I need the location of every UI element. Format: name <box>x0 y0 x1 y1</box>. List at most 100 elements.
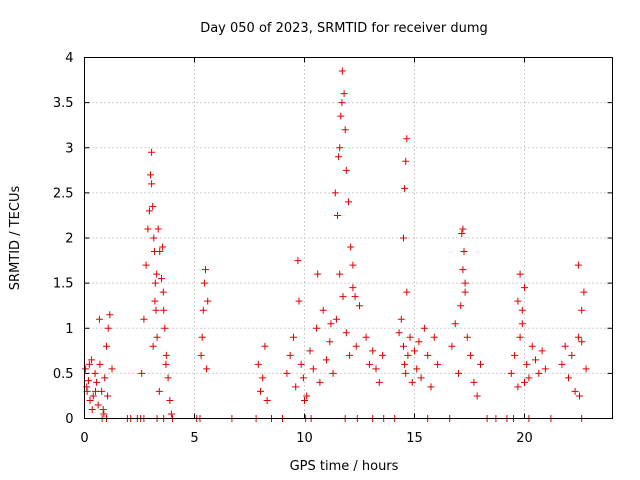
data-point <box>580 288 588 296</box>
data-point <box>448 342 456 350</box>
x-tick-label: 15 <box>406 431 423 446</box>
data-point <box>93 378 101 386</box>
data-point <box>402 157 410 165</box>
data-point <box>160 306 168 314</box>
data-point <box>427 383 435 391</box>
x-tick-label: 5 <box>190 431 198 446</box>
data-point <box>149 202 157 210</box>
data-point <box>294 257 302 265</box>
data-point <box>379 351 387 359</box>
data-point <box>331 189 339 197</box>
data-point <box>430 333 438 341</box>
data-point <box>86 396 94 404</box>
data-point <box>329 369 337 377</box>
y-tick-label: 0 <box>65 412 73 427</box>
data-point <box>561 342 569 350</box>
grid-lines <box>84 57 613 419</box>
data-point <box>372 365 380 373</box>
data-point <box>295 297 303 305</box>
data-point <box>400 234 407 242</box>
y-tick-label: 1 <box>65 322 73 337</box>
data-point <box>140 315 148 323</box>
axes: 0 5 10 15 20 0 0.5 1 1.5 2 2.5 3 3.5 4 <box>53 51 613 446</box>
data-point <box>148 148 156 156</box>
data-point <box>459 266 467 274</box>
data-point <box>98 387 106 395</box>
data-point <box>571 387 579 395</box>
plot-frame <box>84 57 613 419</box>
data-point <box>327 320 335 328</box>
y-tick-label: 4 <box>65 51 73 66</box>
data-point <box>401 360 409 368</box>
data-point <box>149 342 157 350</box>
data-point <box>467 351 475 359</box>
data-point <box>336 270 344 278</box>
data-point <box>199 306 207 314</box>
data-point <box>323 356 330 364</box>
data-point <box>565 374 572 382</box>
data-point <box>523 360 531 368</box>
data-point <box>518 320 526 328</box>
data-point <box>461 288 469 296</box>
data-point <box>154 225 162 233</box>
data-point <box>352 342 360 350</box>
data-point <box>568 351 576 359</box>
data-point <box>153 270 161 278</box>
y-tick-label: 3.5 <box>53 96 74 111</box>
data-point <box>94 401 102 409</box>
data-point <box>375 378 383 386</box>
data-point <box>458 229 466 237</box>
data-point <box>200 279 208 287</box>
data-point <box>292 383 300 391</box>
data-point <box>516 333 524 341</box>
data-point <box>313 324 321 332</box>
data-point <box>457 302 465 310</box>
data-point <box>574 333 582 341</box>
data-point <box>408 378 416 386</box>
data-point <box>406 333 414 341</box>
data-point <box>404 351 412 359</box>
data-point <box>100 410 108 418</box>
data-point <box>397 315 405 323</box>
data-point <box>108 365 116 373</box>
data-point <box>558 360 566 368</box>
data-point <box>88 405 96 413</box>
data-point <box>400 342 407 350</box>
data-point <box>518 306 526 314</box>
data-point <box>417 374 425 382</box>
data-point <box>314 270 322 278</box>
data-point <box>356 302 363 310</box>
data-point <box>254 360 262 368</box>
data-point <box>541 365 549 373</box>
data-point <box>161 324 169 332</box>
data-point <box>326 338 334 346</box>
data-point <box>402 369 410 377</box>
data-point <box>91 369 99 377</box>
data-point <box>455 369 462 377</box>
data-point <box>166 396 174 404</box>
data-point <box>434 360 442 368</box>
data-point <box>104 392 112 400</box>
data-point <box>99 405 107 413</box>
data-point <box>535 369 543 377</box>
data-point <box>159 243 167 251</box>
data-point <box>525 374 533 382</box>
x-axis-label: GPS time / hours <box>290 459 399 474</box>
data-point <box>349 284 357 292</box>
data-point <box>339 293 347 301</box>
data-point <box>101 374 109 382</box>
data-point <box>106 311 114 319</box>
data-point <box>204 297 212 305</box>
data-point <box>309 365 317 373</box>
data-point <box>578 306 586 314</box>
data-point <box>461 279 469 287</box>
data-point <box>365 360 373 368</box>
data-point <box>164 374 172 382</box>
data-point <box>463 333 471 341</box>
data-point <box>337 112 345 120</box>
data-point <box>96 360 104 368</box>
data-point <box>162 351 170 359</box>
data-point <box>319 306 327 314</box>
data-point <box>82 365 90 373</box>
